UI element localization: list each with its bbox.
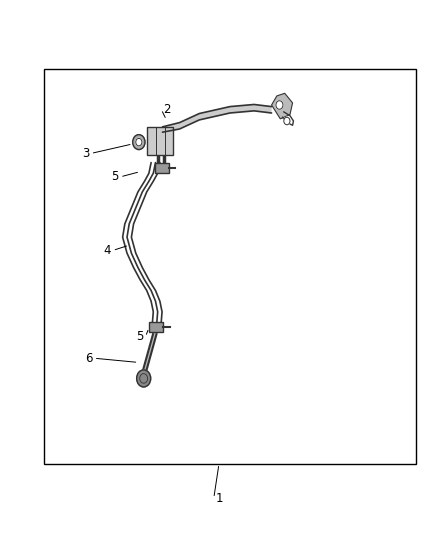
Text: 5: 5 xyxy=(111,171,118,183)
Circle shape xyxy=(284,117,290,125)
Bar xyxy=(149,322,163,332)
Text: 5: 5 xyxy=(137,330,144,343)
Circle shape xyxy=(136,139,142,146)
Polygon shape xyxy=(162,104,272,132)
Circle shape xyxy=(276,101,283,109)
Text: 3: 3 xyxy=(82,147,89,160)
Bar xyxy=(147,127,173,155)
Text: 6: 6 xyxy=(85,352,92,365)
Text: 1: 1 xyxy=(215,492,223,505)
Circle shape xyxy=(133,135,145,150)
Polygon shape xyxy=(143,333,157,371)
Bar xyxy=(155,163,169,173)
Circle shape xyxy=(137,370,151,387)
Text: 2: 2 xyxy=(162,103,170,116)
Bar xyxy=(44,69,416,464)
Polygon shape xyxy=(272,93,293,119)
Text: 4: 4 xyxy=(103,244,111,257)
